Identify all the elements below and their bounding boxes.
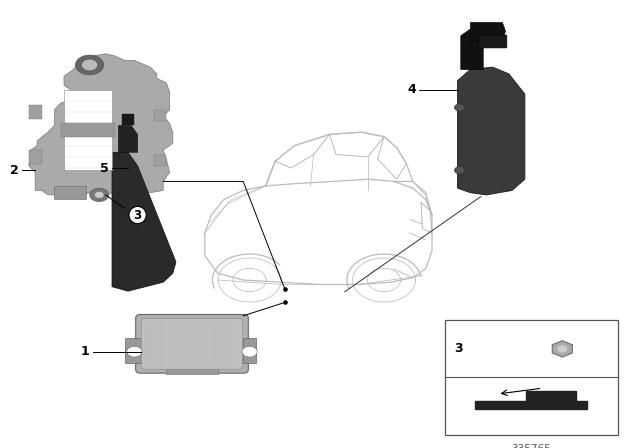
Polygon shape — [558, 346, 566, 352]
Text: 3: 3 — [454, 342, 463, 355]
Text: 3: 3 — [134, 208, 141, 222]
Polygon shape — [64, 134, 112, 170]
Text: 2: 2 — [10, 164, 19, 177]
Polygon shape — [475, 401, 588, 409]
FancyBboxPatch shape — [167, 322, 188, 366]
Circle shape — [242, 346, 257, 357]
Polygon shape — [64, 90, 112, 125]
Polygon shape — [470, 22, 506, 40]
Circle shape — [95, 192, 104, 198]
Polygon shape — [154, 110, 166, 121]
Polygon shape — [525, 391, 576, 401]
Polygon shape — [458, 67, 525, 195]
Circle shape — [454, 104, 465, 111]
FancyBboxPatch shape — [136, 314, 248, 373]
Polygon shape — [29, 150, 42, 164]
Text: 5: 5 — [100, 161, 109, 175]
Circle shape — [76, 55, 104, 75]
Polygon shape — [54, 186, 86, 199]
Bar — [445, 320, 618, 435]
Text: 4: 4 — [407, 83, 416, 96]
Polygon shape — [166, 367, 218, 374]
Text: 1: 1 — [81, 345, 90, 358]
Circle shape — [90, 188, 109, 202]
Text: 335765: 335765 — [511, 444, 551, 448]
FancyBboxPatch shape — [141, 319, 243, 369]
FancyBboxPatch shape — [189, 322, 210, 366]
FancyBboxPatch shape — [212, 322, 232, 366]
Circle shape — [454, 167, 465, 174]
FancyBboxPatch shape — [479, 35, 507, 48]
Polygon shape — [243, 338, 256, 363]
Circle shape — [127, 346, 142, 357]
Polygon shape — [118, 125, 138, 152]
FancyBboxPatch shape — [145, 322, 165, 366]
Polygon shape — [112, 152, 176, 291]
Polygon shape — [29, 105, 42, 119]
Circle shape — [82, 60, 97, 70]
Polygon shape — [61, 123, 115, 137]
Polygon shape — [29, 54, 173, 195]
Polygon shape — [552, 341, 572, 357]
Polygon shape — [125, 338, 144, 363]
Polygon shape — [154, 155, 166, 166]
Polygon shape — [122, 114, 134, 125]
Polygon shape — [461, 29, 483, 69]
